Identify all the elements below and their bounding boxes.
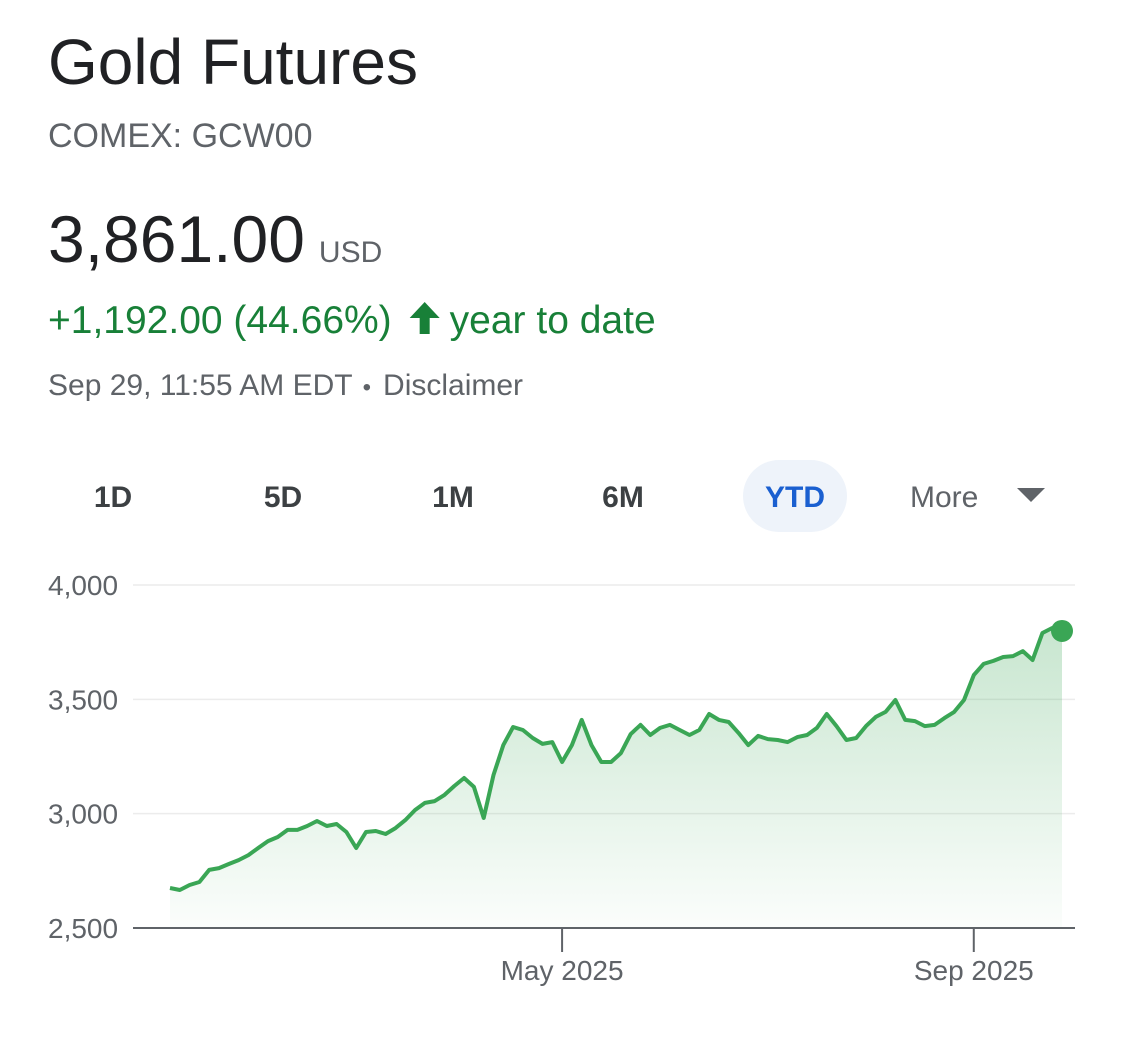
- y-tick-label: 2,500: [48, 913, 118, 944]
- range-tab[interactable]: More: [910, 481, 978, 514]
- symbol: COMEX: GCW00: [48, 117, 312, 155]
- y-tick-label: 3,000: [48, 799, 118, 830]
- chart: 2,500 3,000 3,500 4,000 May 2025 Sep 2025: [48, 570, 1075, 986]
- area-fill: [170, 628, 1062, 928]
- title: Gold Futures: [48, 26, 418, 98]
- range-tab[interactable]: 1M: [432, 481, 474, 514]
- up-arrow: [409, 302, 440, 334]
- range-tab[interactable]: 5D: [264, 481, 302, 514]
- last-point: [1051, 619, 1073, 642]
- dropdown-caret: [1017, 488, 1045, 502]
- x-tick-label: Sep 2025: [914, 955, 1034, 986]
- y-tick-label: 4,000: [48, 570, 118, 601]
- tab-highlight: [743, 460, 847, 532]
- currency: USD: [319, 236, 382, 269]
- period: year to date: [450, 299, 656, 342]
- range-tabs: 1D 5D 1M 6M YTD More: [94, 460, 1045, 532]
- range-tab[interactable]: YTD: [765, 481, 825, 514]
- change: +1,192.00 (44.66%): [48, 299, 392, 342]
- price-line: [169, 626, 1063, 892]
- disclaimer-link[interactable]: Disclaimer: [383, 369, 523, 402]
- separator: •: [363, 374, 371, 401]
- y-tick-label: 3,500: [48, 684, 118, 715]
- timestamp: Sep 29, 11:55 AM EDT: [48, 369, 353, 402]
- price: 3,861.00: [48, 202, 305, 276]
- x-tick-label: May 2025: [501, 955, 624, 986]
- range-tab[interactable]: 6M: [602, 481, 644, 514]
- range-tab[interactable]: 1D: [94, 481, 132, 514]
